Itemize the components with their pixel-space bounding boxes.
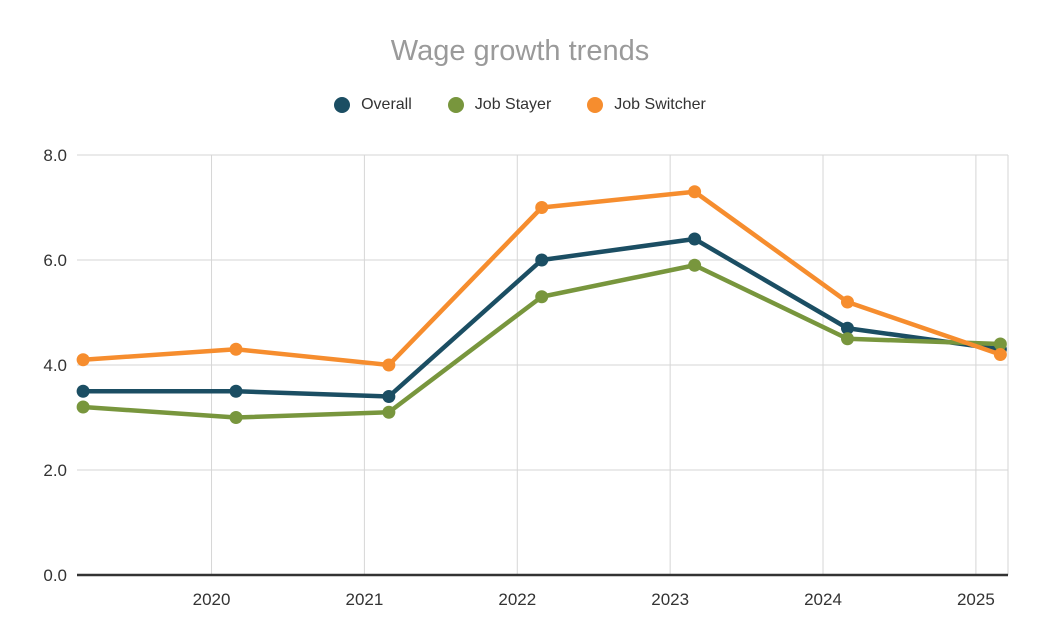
legend-label-overall: Overall <box>361 96 412 113</box>
y-tick-label: 8.0 <box>43 146 67 165</box>
y-tick-label: 0.0 <box>43 566 67 585</box>
chart-title: Wage growth trends <box>390 35 650 67</box>
legend-swatch-overall-icon <box>334 97 351 113</box>
data-point-0 <box>76 384 90 398</box>
legend-swatch-job-switcher-icon <box>587 97 604 113</box>
legend-label-job-stayer: Job Stayer <box>474 96 552 113</box>
data-point-2 <box>229 342 243 356</box>
chart-legend: Overall Job Stayer Job Switcher <box>0 96 1040 114</box>
data-point-2 <box>688 185 702 199</box>
data-point-1 <box>535 290 549 304</box>
legend-swatch-job-stayer-icon <box>447 97 464 113</box>
data-point-0 <box>229 384 243 398</box>
legend-label-job-switcher: Job Switcher <box>614 96 706 113</box>
data-point-2 <box>535 201 549 214</box>
legend-item-overall: Overall <box>334 96 412 114</box>
y-tick-label: 6.0 <box>43 251 67 270</box>
data-point-2 <box>993 348 1007 361</box>
data-point-1 <box>76 400 90 414</box>
data-point-1 <box>382 405 396 419</box>
x-tick-label: 2021 <box>345 590 383 609</box>
data-point-0 <box>382 390 396 403</box>
legend-item-job-stayer: Job Stayer <box>447 96 552 114</box>
x-tick-label: 2022 <box>498 590 536 609</box>
series-line-1 <box>80 263 1003 420</box>
x-tick-label: 2024 <box>804 590 842 609</box>
data-point-0 <box>535 253 549 267</box>
legend-item-job-switcher: Job Switcher <box>587 96 706 114</box>
data-point-1 <box>688 258 702 272</box>
data-point-1 <box>840 332 854 346</box>
data-point-2 <box>382 358 396 372</box>
y-tick-label: 2.0 <box>43 461 67 480</box>
x-tick-label: 2020 <box>193 590 231 609</box>
x-tick-label: 2025 <box>957 590 995 609</box>
data-point-1 <box>229 411 243 424</box>
data-point-0 <box>688 232 702 246</box>
data-point-2 <box>840 295 854 309</box>
x-tick-label: 2023 <box>651 590 689 609</box>
data-point-1 <box>993 337 1007 351</box>
data-point-2 <box>76 353 90 367</box>
y-tick-label: 4.0 <box>43 356 67 375</box>
data-point-0 <box>840 321 854 335</box>
